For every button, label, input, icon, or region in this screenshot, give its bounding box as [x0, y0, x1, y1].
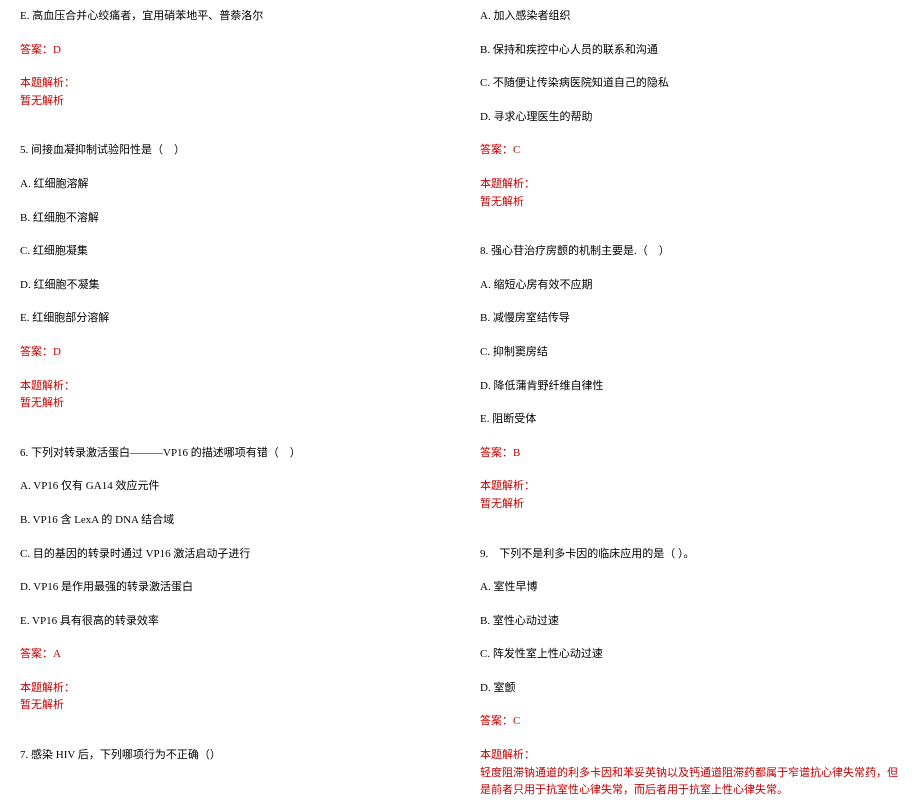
- q5-option-a: A. 红细胞溶解: [20, 176, 440, 194]
- q5-option-b: B. 红细胞不溶解: [20, 210, 440, 228]
- q8-analysis-label: 本题解析：: [480, 478, 900, 496]
- q7-answer: 答案：C: [480, 142, 900, 160]
- q8-answer: 答案：B: [480, 445, 900, 463]
- q4-analysis: 暂无解析: [20, 93, 440, 111]
- q7-option-d: D. 寻求心理医生的帮助: [480, 109, 900, 127]
- q8-option-a: A. 缩短心房有效不应期: [480, 277, 900, 295]
- q9-option-a: A. 室性早博: [480, 579, 900, 597]
- q6-stem: 6. 下列对转录激活蛋白———VP16 的描述哪项有错（ ）: [20, 445, 440, 463]
- q9-answer: 答案：C: [480, 713, 900, 731]
- q6-analysis: 暂无解析: [20, 697, 440, 715]
- q5-analysis-label: 本题解析：: [20, 378, 440, 396]
- q7-analysis: 暂无解析: [480, 194, 900, 212]
- q8-analysis: 暂无解析: [480, 496, 900, 514]
- q5-answer: 答案：D: [20, 344, 440, 362]
- q4-analysis-label: 本题解析：: [20, 75, 440, 93]
- q9-analysis-label: 本题解析：: [480, 747, 900, 765]
- q6-option-b: B. VP16 含 LexA 的 DNA 结合域: [20, 512, 440, 530]
- q6-answer: 答案：A: [20, 646, 440, 664]
- q5-option-e: E. 红细胞部分溶解: [20, 310, 440, 328]
- q8-option-e: E. 阻断受体: [480, 411, 900, 429]
- q9-analysis: 轻度阻滞钠通道的利多卡因和苯妥英钠以及钙通道阻滞药都属于窄谱抗心律失常药，但是前…: [480, 765, 900, 800]
- q7-option-b: B. 保持和疾控中心人员的联系和沟通: [480, 42, 900, 60]
- left-column: E. 高血压合并心绞痛者，宜用硝苯地平、普萘洛尔 答案：D 本题解析： 暂无解析…: [20, 8, 440, 643]
- q5-option-c: C. 红细胞凝集: [20, 243, 440, 261]
- q7-stem: 7. 感染 HIV 后，下列哪项行为不正确（）: [20, 747, 440, 765]
- q8-stem: 8. 强心苷治疗房颤的机制主要是.（ ）: [480, 243, 900, 261]
- right-column: A. 加入感染者组织 B. 保持和疾控中心人员的联系和沟通 C. 不随便让传染病…: [480, 8, 900, 643]
- q8-option-d: D. 降低蒲肯野纤维自律性: [480, 378, 900, 396]
- q4-option-e: E. 高血压合并心绞痛者，宜用硝苯地平、普萘洛尔: [20, 8, 440, 26]
- q6-analysis-label: 本题解析：: [20, 680, 440, 698]
- q8-option-b: B. 减慢房室结传导: [480, 310, 900, 328]
- q9-option-b: B. 室性心动过速: [480, 613, 900, 631]
- q6-option-a: A. VP16 仅有 GA14 效应元件: [20, 478, 440, 496]
- q6-option-c: C. 目的基因的转录时通过 VP16 激活启动子进行: [20, 546, 440, 564]
- q7-analysis-label: 本题解析：: [480, 176, 900, 194]
- q5-option-d: D. 红细胞不凝集: [20, 277, 440, 295]
- q5-stem: 5. 间接血凝抑制试验阳性是（ ）: [20, 142, 440, 160]
- q9-stem: 9. 下列不是利多卡因的临床应用的是（ ）。: [480, 546, 900, 564]
- q7-option-c: C. 不随便让传染病医院知道自己的隐私: [480, 75, 900, 93]
- q9-option-d: D. 室颤: [480, 680, 900, 698]
- q6-option-e: E. VP16 具有很高的转录效率: [20, 613, 440, 631]
- q9-option-c: C. 阵发性室上性心动过速: [480, 646, 900, 664]
- q4-answer: 答案：D: [20, 42, 440, 60]
- q6-option-d: D. VP16 是作用最强的转录激活蛋白: [20, 579, 440, 597]
- q5-analysis: 暂无解析: [20, 395, 440, 413]
- q7-option-a: A. 加入感染者组织: [480, 8, 900, 26]
- q8-option-c: C. 抑制窦房结: [480, 344, 900, 362]
